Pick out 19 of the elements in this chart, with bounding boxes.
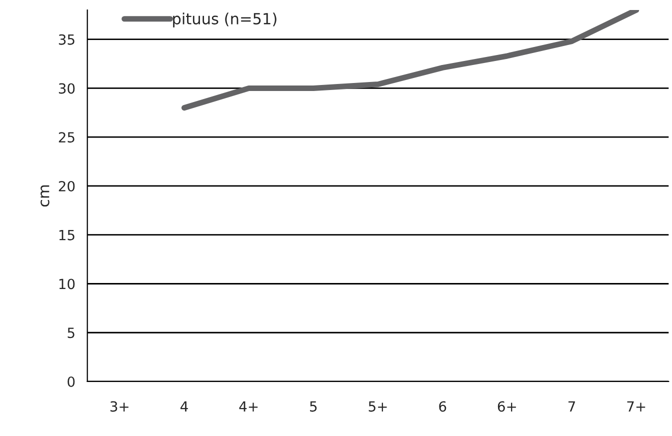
x-tick-label: 6+ (498, 401, 516, 412)
x-tick-label: 7+ (627, 401, 646, 412)
y-tick-label: 25 (58, 132, 74, 143)
y-axis-title: cm (40, 185, 50, 207)
legend-label: pituus (n=51) (173, 12, 276, 28)
y-tick-label: 15 (59, 230, 74, 240)
y-tick-label: 5 (68, 328, 74, 338)
y-tick-label: 35 (58, 34, 74, 45)
x-tick-label: 7 (568, 401, 575, 412)
y-tick-label: 10 (59, 278, 75, 290)
x-tick-label: 5 (310, 401, 317, 412)
x-tick-label: 4 (180, 401, 188, 412)
x-tick-label: 3+ (110, 401, 128, 412)
x-tick-label: 4+ (239, 401, 258, 412)
x-tick-label: 5+ (368, 401, 387, 412)
x-tick-label: 6 (439, 401, 446, 412)
y-tick-label: 0 (68, 376, 75, 387)
y-tick-label: 20 (58, 180, 75, 192)
y-tick-label: 30 (58, 83, 75, 94)
